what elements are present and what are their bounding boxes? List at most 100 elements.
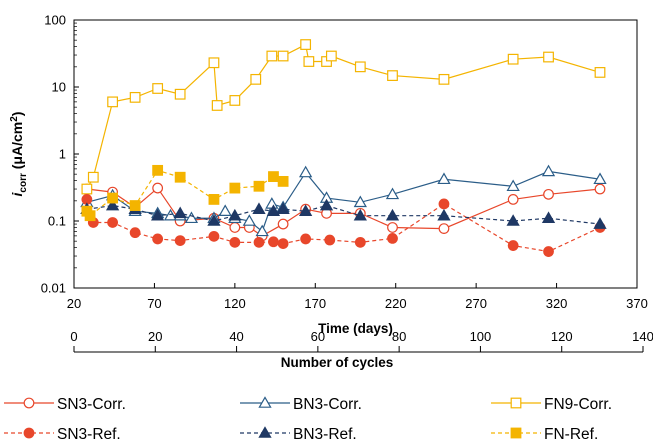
data-point — [299, 165, 313, 178]
legend-marker — [23, 397, 35, 409]
y-tick-label: 1 — [59, 147, 66, 162]
data-point — [250, 73, 262, 85]
data-point — [594, 67, 606, 78]
series-line — [86, 43, 601, 190]
legend-item: FN9-Corr. — [491, 396, 612, 413]
data-point — [268, 236, 279, 248]
data-point — [211, 100, 223, 111]
data-point — [252, 202, 266, 215]
series-bn3-ref — [80, 198, 607, 229]
legend-label: SN3-Corr. — [57, 396, 126, 413]
data-point — [266, 50, 278, 62]
data-point — [253, 180, 265, 192]
data-point — [129, 91, 141, 103]
data-point — [184, 211, 199, 224]
y-tick-label: 0.1 — [48, 214, 66, 229]
data-point — [543, 246, 554, 257]
data-point — [385, 208, 400, 221]
data-point — [229, 236, 241, 248]
x-tick-label: 70 — [147, 296, 161, 311]
data-point — [277, 175, 289, 187]
x-tick-label: 270 — [465, 296, 487, 311]
data-point — [300, 39, 312, 50]
data-point — [543, 51, 554, 63]
x-tick-label: 320 — [546, 296, 568, 311]
data-point — [208, 230, 220, 242]
series-line — [86, 199, 601, 253]
data-point — [84, 210, 96, 222]
data-point — [255, 224, 269, 237]
data-point — [107, 192, 119, 204]
data-point — [152, 233, 164, 245]
data-point — [268, 171, 279, 182]
data-point — [265, 197, 279, 209]
data-point — [594, 183, 606, 195]
y-tick-label: 10 — [52, 80, 66, 95]
legend-marker — [510, 427, 522, 439]
y-axis-label-sub: corr — [18, 173, 29, 193]
secondary-x-tick-label: 120 — [551, 329, 573, 344]
data-point — [387, 70, 398, 81]
legend-label: BN3-Ref. — [293, 426, 357, 441]
data-point — [107, 217, 119, 228]
secondary-x-tick-label: 140 — [632, 329, 653, 344]
data-point — [507, 240, 519, 251]
legend-item: BN3-Corr. — [240, 396, 362, 413]
data-point — [174, 171, 186, 183]
data-point — [173, 206, 187, 219]
data-point — [151, 208, 165, 221]
secondary-x-tick-label: 100 — [470, 329, 492, 344]
secondary-x-tick-label: 20 — [148, 329, 162, 344]
data-point — [354, 236, 366, 248]
data-point — [129, 200, 141, 211]
data-point — [87, 171, 99, 183]
data-point — [300, 233, 312, 245]
legend-marker — [258, 396, 272, 408]
x-tick-label: 170 — [304, 296, 326, 311]
data-point — [543, 188, 554, 200]
data-point — [174, 235, 186, 246]
data-point — [229, 222, 241, 233]
data-point — [353, 195, 367, 208]
x-axis-label: Time (days) — [318, 321, 393, 336]
x-tick-label: 370 — [626, 296, 648, 311]
data-point — [506, 214, 520, 226]
legend-label: FN9-Corr. — [544, 396, 612, 413]
data-point — [438, 198, 450, 210]
legend-marker — [258, 426, 272, 438]
data-point — [207, 214, 221, 226]
data-point — [81, 183, 93, 195]
secondary-x-tick-label: 0 — [70, 329, 77, 344]
data-point — [163, 208, 178, 221]
legend-marker — [23, 427, 35, 439]
data-point — [266, 204, 281, 217]
y-tick-label: 0.01 — [41, 281, 66, 296]
data-point — [319, 198, 334, 211]
legend-label: BN3-Corr. — [293, 396, 362, 413]
data-point — [353, 208, 367, 221]
series-line — [86, 170, 601, 233]
legend: SN3-Corr. BN3-Corr. FN9-Corr. SN3-Ref. BN3-R… — [4, 396, 612, 441]
data-point — [437, 172, 451, 185]
y-axis-label-close: ) — [9, 112, 25, 117]
y-tick-label: 100 — [44, 13, 66, 28]
data-point — [387, 232, 398, 244]
data-point — [174, 88, 186, 100]
legend-item: SN3-Corr. — [4, 396, 126, 413]
data-point — [593, 172, 607, 185]
data-point — [299, 204, 313, 217]
data-point — [152, 164, 164, 176]
series-line — [86, 187, 601, 237]
data-point — [438, 223, 450, 235]
x-tick-label: 220 — [385, 296, 407, 311]
data-point — [277, 238, 289, 249]
data-point — [325, 50, 337, 62]
data-point — [276, 202, 290, 215]
x-tick-label: 20 — [67, 296, 81, 311]
data-point — [152, 83, 164, 94]
secondary-x-tick-label: 40 — [229, 329, 243, 344]
y-axis-label-unit: (μA/cm — [9, 122, 25, 173]
series-sn3-ref — [81, 194, 606, 257]
data-point — [277, 218, 289, 230]
